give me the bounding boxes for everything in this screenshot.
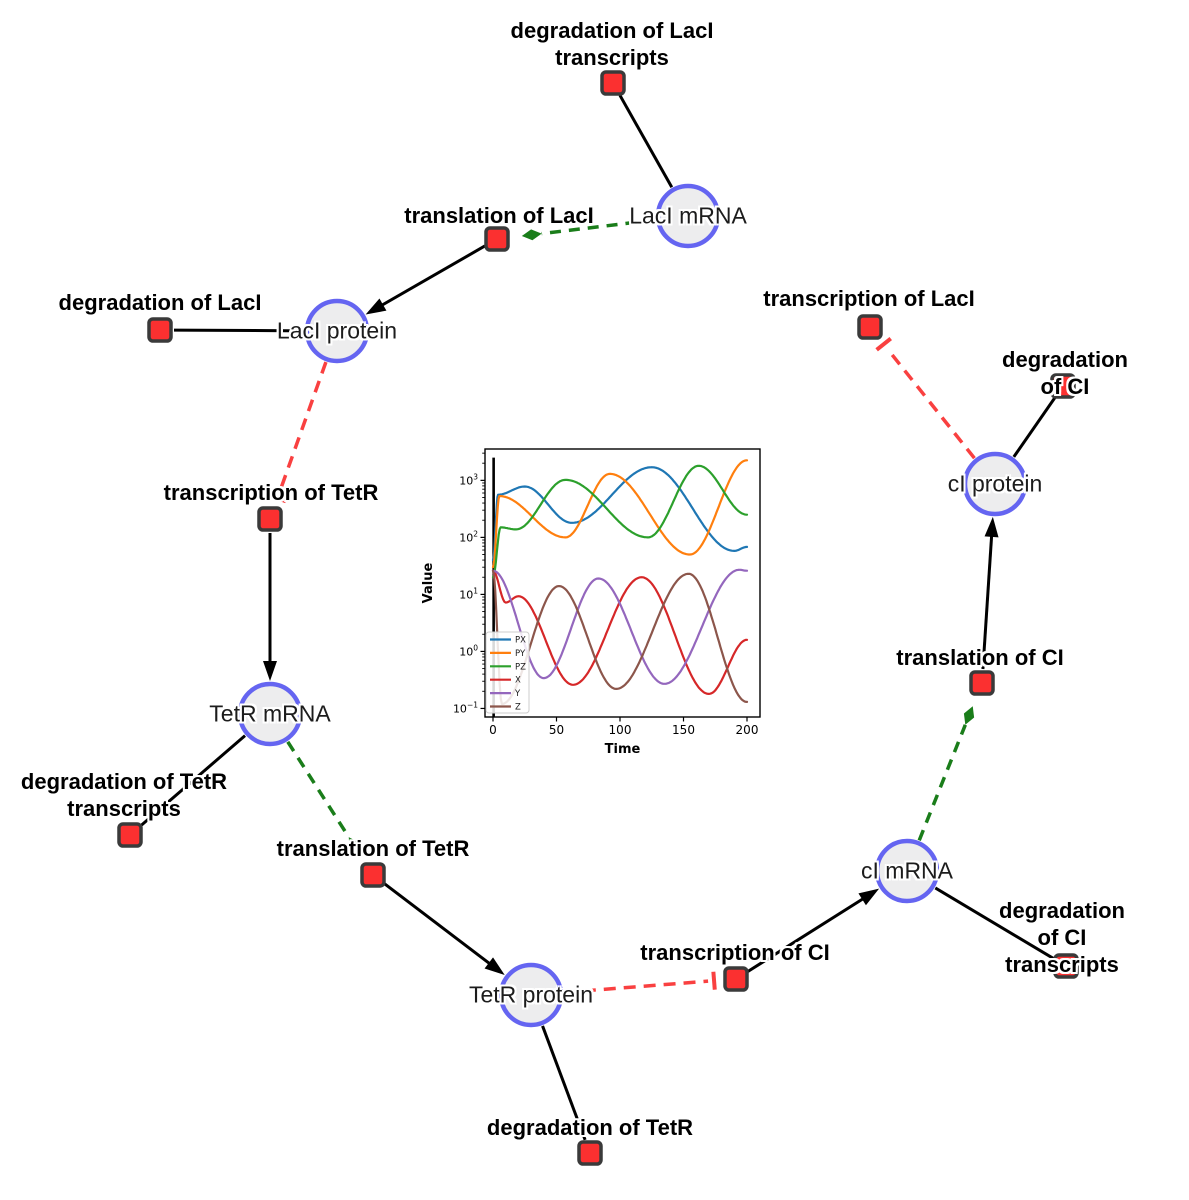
- reaction-label-degradation-of-ci: degradation of CI: [1002, 347, 1128, 399]
- legend-label-PY: PY: [515, 649, 526, 659]
- reaction-node-transcription-of-tetr: [257, 506, 283, 532]
- reaction-node-degradation-of-tetr: [577, 1140, 603, 1166]
- x-tick-label: 150: [672, 723, 695, 737]
- legend-label-PZ: PZ: [515, 662, 526, 672]
- catalysis-diamond: [963, 706, 975, 725]
- species-node-tetr-mrna: [237, 681, 303, 747]
- x-axis-title: Time: [605, 742, 641, 757]
- edge-ci-protein-degradation-of-ci: [1012, 396, 1057, 458]
- inhibition-tee: [711, 971, 717, 990]
- reaction-label-transcription-of-ci: transcription of CI: [640, 940, 830, 965]
- species-node-ci-protein: [962, 451, 1028, 517]
- edge-laci-mrna-degradation-of-laci-transcripts: [618, 94, 674, 188]
- axes-box: [484, 448, 761, 718]
- y-axis-title: Value: [421, 562, 436, 603]
- species-label-tetr-protein: TetR protein: [468, 981, 594, 1008]
- edge-tetr-mrna-degradation-of-tetr-transcripts: [139, 734, 247, 827]
- edge-tetr-protein-transcription-of-ci: [563, 979, 709, 995]
- species-node-laci-protein: [304, 298, 370, 364]
- legend-label-PX: PX: [515, 636, 526, 646]
- reaction-label-translation-of-ci: translation of CI: [896, 645, 1064, 670]
- x-tick-label: 100: [609, 723, 632, 737]
- y-tick-label: 101: [459, 586, 478, 601]
- reaction-node-translation-of-tetr: [360, 862, 386, 888]
- reaction-label-degradation-of-ci-transcripts: degradation of CI transcripts: [999, 898, 1125, 977]
- y-tick-label: 100: [459, 643, 478, 658]
- edge-ci-mrna-translation-of-ci: [917, 724, 967, 841]
- species-node-tetr-protein: [498, 962, 564, 1028]
- edge-tetr-protein-degradation-of-tetr: [541, 1025, 587, 1141]
- edge-laci-protein-transcription-of-tetr: [277, 361, 328, 494]
- reaction-label-degradation-of-laci: degradation of LacI: [58, 290, 262, 315]
- arrowhead: [484, 957, 505, 976]
- reaction-node-degradation-of-laci: [147, 317, 173, 343]
- edge-translation-of-ci-ci-protein: [981, 534, 994, 670]
- reaction-label-degradation-of-tetr-transcripts: degradation of TetR transcripts: [20, 769, 228, 821]
- legend-label-Z: Z: [515, 703, 521, 713]
- edge-ci-mrna-degradation-of-ci-transcripts: [934, 886, 1055, 961]
- inset-timeseries-chart: 0 50 100 150 200 10−1 100 101 102 103 Time Value PX P…: [421, 448, 761, 757]
- edge-ci-protein-transcription-of-laci: [886, 347, 976, 460]
- species-node-laci-mrna: [655, 183, 721, 249]
- arrowhead: [984, 516, 999, 538]
- species-label-ci-protein: cI protein: [947, 470, 1043, 497]
- reaction-node-degradation-of-tetr-transcripts: [117, 822, 143, 848]
- reaction-node-degradation-of-ci: [1050, 373, 1076, 399]
- series-line-PZ: [491, 464, 749, 579]
- reaction-label-transcription-of-laci: transcription of LacI: [763, 286, 975, 311]
- reaction-label-transcription-of-tetr: transcription of TetR: [163, 480, 379, 505]
- edge-translation-of-laci-laci-protein: [380, 244, 486, 307]
- catalysis-diamond: [521, 229, 542, 241]
- series-line-Z: [491, 569, 749, 705]
- edge-laci-protein-degradation-of-laci: [173, 328, 305, 333]
- reaction-label-degradation-of-laci-transcripts: degradation of LacI transcripts: [510, 18, 714, 70]
- catalysis-diamond: [348, 837, 360, 854]
- y-tick-label: 103: [459, 472, 478, 487]
- arrowhead: [365, 298, 387, 315]
- inhibition-tee: [875, 337, 892, 352]
- plot-area: [485, 449, 760, 717]
- arrowhead: [263, 661, 277, 681]
- edge-laci-mrna-translation-of-laci: [541, 218, 656, 236]
- reaction-label-translation-of-laci: translation of LacI: [404, 203, 594, 228]
- species-label-laci-mrna: LacI mRNA: [629, 202, 747, 229]
- reaction-node-transcription-of-ci: [723, 966, 749, 992]
- reaction-label-translation-of-tetr: translation of TetR: [276, 836, 470, 861]
- edge-translation-of-tetr-tetr-protein: [383, 882, 492, 966]
- edge-transcription-of-ci-ci-mrna: [747, 896, 865, 973]
- species-node-ci-mrna: [874, 838, 940, 904]
- arrowhead: [858, 888, 880, 906]
- y-tick-label: 102: [459, 529, 478, 544]
- x-tick-label: 0: [489, 723, 497, 737]
- reaction-node-degradation-of-ci-transcripts: [1053, 953, 1079, 979]
- reaction-label-degradation-of-tetr: degradation of TetR: [486, 1115, 694, 1140]
- x-tick-label: 50: [549, 723, 564, 737]
- species-label-laci-protein: LacI protein: [276, 317, 398, 344]
- reaction-node-translation-of-ci: [969, 670, 995, 696]
- legend-label-X: X: [515, 676, 521, 686]
- reaction-node-translation-of-laci: [484, 226, 510, 252]
- series-line-PX: [491, 466, 749, 562]
- legend-label-Y: Y: [514, 689, 521, 699]
- species-label-tetr-mrna: TetR mRNA: [209, 700, 331, 727]
- inhibition-tee: [268, 493, 287, 504]
- y-tick-label: 10−1: [453, 700, 478, 715]
- x-tick-label: 200: [736, 723, 759, 737]
- species-label-ci-mrna: cI mRNA: [861, 857, 953, 884]
- reaction-node-transcription-of-laci: [857, 314, 883, 340]
- edge-tetr-mrna-translation-of-tetr: [286, 740, 351, 839]
- reaction-node-degradation-of-laci-transcripts: [600, 70, 626, 96]
- series-line-Y: [491, 568, 749, 685]
